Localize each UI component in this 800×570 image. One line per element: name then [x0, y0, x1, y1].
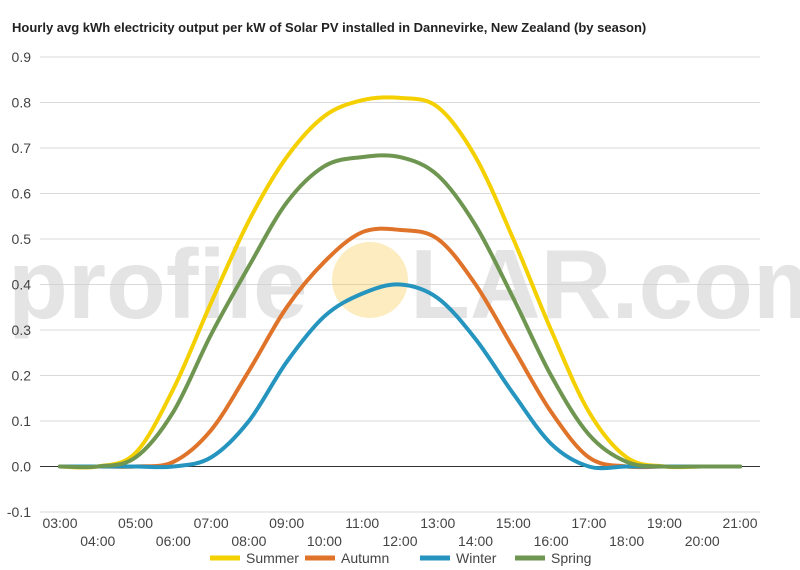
x-tick-label: 15:00: [496, 515, 531, 531]
y-axis-ticks: -0.1 0.0 0.1 0.2 0.3 0.4 0.5 0.6 0.7 0.8 0.9: [7, 49, 31, 520]
series-line-summer: [58, 95, 742, 470]
x-tick-label: 07:00: [194, 515, 229, 531]
x-tick-label: 03:00: [42, 515, 77, 531]
x-tick-label: 21:00: [722, 515, 757, 531]
y-tick-label: 0.7: [12, 140, 32, 156]
legend-label: Spring: [551, 550, 591, 566]
y-tick-label: 0.9: [12, 49, 32, 65]
x-tick-label: 10:00: [307, 533, 342, 549]
y-tick-label: 0.2: [12, 368, 32, 384]
x-tick-label: 17:00: [571, 515, 606, 531]
x-tick-label: 08:00: [231, 533, 266, 549]
legend-label: Summer: [246, 550, 299, 566]
x-tick-label: 11:00: [345, 515, 379, 531]
y-tick-label: 0.8: [12, 95, 32, 111]
y-tick-label: -0.1: [7, 504, 31, 520]
x-tick-label: 13:00: [420, 515, 455, 531]
x-tick-label: 09:00: [269, 515, 304, 531]
x-tick-label: 20:00: [685, 533, 720, 549]
chart-title: Hourly avg kWh electricity output per kW…: [12, 20, 647, 35]
series-line-winter: [58, 282, 742, 471]
x-axis-ticks: 03:0004:0005:0006:0007:0008:0009:0010:00…: [42, 515, 757, 549]
series-lines: [58, 95, 742, 471]
legend-label: Winter: [456, 550, 497, 566]
x-tick-label: 18:00: [609, 533, 644, 549]
x-tick-label: 04:00: [80, 533, 115, 549]
legend-item: Summer: [210, 550, 299, 566]
sun-icon: [332, 242, 408, 318]
x-tick-label: 19:00: [647, 515, 682, 531]
legend-item: Spring: [515, 550, 591, 566]
y-tick-label: 0.4: [12, 277, 32, 293]
x-tick-label: 06:00: [156, 533, 191, 549]
watermark-text-right: LAR.com: [410, 229, 800, 339]
legend-label: Autumn: [341, 550, 389, 566]
legend: Summer Autumn Winter Spring: [210, 550, 591, 566]
grid-lines: [40, 56, 760, 513]
y-tick-label: 0.1: [12, 413, 32, 429]
series-line-spring: [58, 153, 742, 470]
y-tick-label: 0.3: [12, 322, 32, 338]
legend-item: Winter: [420, 550, 497, 566]
x-tick-label: 12:00: [382, 533, 417, 549]
y-tick-label: 0.6: [12, 186, 32, 202]
x-tick-label: 14:00: [458, 533, 493, 549]
y-tick-label: 0.5: [12, 231, 32, 247]
legend-item: Autumn: [305, 550, 389, 566]
y-tick-label: 0.0: [12, 459, 32, 475]
x-tick-label: 16:00: [534, 533, 569, 549]
x-tick-label: 05:00: [118, 515, 153, 531]
